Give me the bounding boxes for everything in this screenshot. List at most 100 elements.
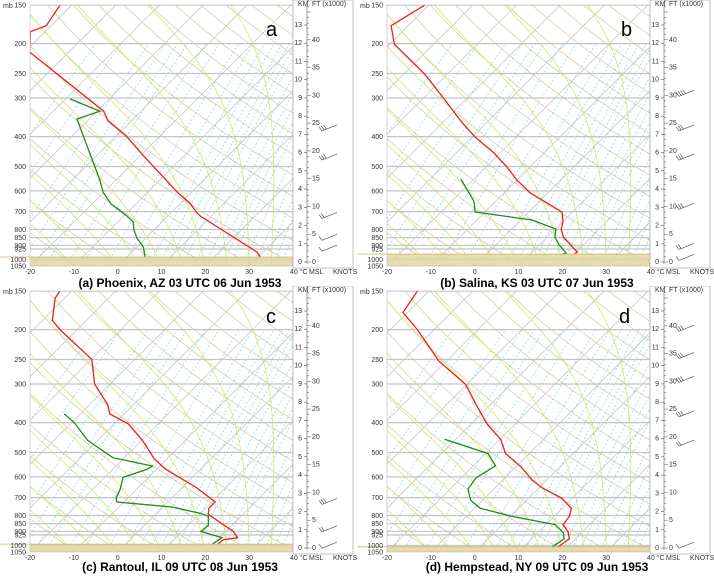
plot-area xyxy=(30,291,293,552)
mixing-ratio-line xyxy=(221,120,293,266)
panel-caption: (a) Phoenix, AZ 03 UTC 06 Jun 1953 xyxy=(79,276,282,290)
pressure-tick-label: 300 xyxy=(14,95,26,102)
km-tick-label: 12 xyxy=(294,40,302,47)
temperature-tick-label: 20 xyxy=(558,555,566,562)
mixing-ratio-line xyxy=(387,43,453,135)
barb-flag xyxy=(675,378,680,383)
barb-flag xyxy=(318,246,323,252)
ft-tick-label: 40 xyxy=(312,323,320,330)
ft-tick-label: 30 xyxy=(669,92,677,99)
mixing-ratio-line xyxy=(599,157,650,266)
isotherm-line xyxy=(30,5,204,179)
km-tick-label: 5 xyxy=(298,454,302,461)
km-tick-label: 13 xyxy=(294,308,302,315)
isotherm-line xyxy=(387,291,561,465)
mixing-ratio-line xyxy=(157,329,283,552)
barb-staff xyxy=(678,124,695,132)
km-tick-label: 5 xyxy=(655,454,659,461)
pressure-tick-label: 900 xyxy=(371,529,383,536)
isotherm-line xyxy=(387,5,561,179)
km-tick-label: 6 xyxy=(298,150,302,157)
pressure-tick-label: 800 xyxy=(14,513,26,520)
ft-tick-label: 40 xyxy=(669,37,677,44)
pressure-tick-label: 500 xyxy=(371,450,383,457)
ft-tick-label: 0 xyxy=(312,259,316,266)
mixing-ratio-line xyxy=(263,484,293,552)
ft-axis-label: FT (x1000) xyxy=(669,287,703,294)
mixing-ratio-line xyxy=(637,520,650,552)
mixing-ratio-line xyxy=(30,43,96,135)
wind-barb xyxy=(675,352,695,359)
km-tick-label: 12 xyxy=(651,326,659,333)
ground-band xyxy=(387,546,650,552)
barb-flag xyxy=(680,410,684,416)
knots-label: KNOTS xyxy=(333,269,357,276)
dewpoint-trace xyxy=(63,413,224,546)
km-tick-label: 8 xyxy=(298,399,302,406)
pressure-tick-label: 1000 xyxy=(10,543,26,550)
isotherm-line xyxy=(73,332,293,552)
isotherm-line xyxy=(430,332,650,552)
barb-staff xyxy=(321,153,338,161)
wind-barb xyxy=(675,439,695,447)
barb-flag xyxy=(318,126,323,132)
barb-flag xyxy=(677,125,682,131)
mixing-ratio-line xyxy=(229,419,293,552)
isotherm-line xyxy=(30,291,248,509)
knots-label: KNOTS xyxy=(333,555,357,562)
dry-adiabat-line xyxy=(710,5,714,266)
ft-tick-label: 15 xyxy=(669,176,677,183)
pressure-tick-label: 250 xyxy=(14,357,26,364)
km-tick-label: 8 xyxy=(655,399,659,406)
km-tick-label: 2 xyxy=(655,509,659,516)
wind-barb xyxy=(318,498,338,505)
km-tick-label: 8 xyxy=(298,113,302,120)
km-tick-label: 1 xyxy=(655,527,659,534)
isotherm-line xyxy=(474,90,650,266)
pressure-tick-label: 150 xyxy=(14,3,26,10)
mixing-ratio-line xyxy=(586,133,650,266)
barb-staff xyxy=(678,153,695,161)
mixing-ratio-line xyxy=(122,329,254,552)
mixing-ratio-line xyxy=(479,329,611,552)
mixing-ratio-line xyxy=(586,419,650,552)
mixing-ratio-line xyxy=(204,378,293,552)
pressure-tick-label: 500 xyxy=(14,450,26,457)
pressure-tick-label: 150 xyxy=(371,3,383,10)
km-tick-label: 10 xyxy=(651,77,659,84)
pressure-tick-label: 400 xyxy=(371,134,383,141)
mixing-ratio-line xyxy=(462,329,597,552)
pressure-tick-label: 200 xyxy=(14,327,26,334)
isotherm-line xyxy=(387,5,649,266)
ft-tick-label: 35 xyxy=(312,351,320,358)
barb-flag xyxy=(675,412,680,418)
barb-staff xyxy=(321,244,338,252)
barb-flag xyxy=(318,155,323,161)
km-tick-label: 2 xyxy=(298,223,302,230)
km-tick-label: 9 xyxy=(655,95,659,102)
km-axis-label: KM xyxy=(655,1,666,8)
ft-tick-label: 25 xyxy=(669,120,677,127)
barb-flag xyxy=(677,244,682,249)
mixing-ratio-line xyxy=(174,334,293,552)
wind-barb xyxy=(675,124,695,132)
mixing-ratio-line xyxy=(66,329,207,552)
mixing-ratio-line xyxy=(462,43,597,266)
ft-tick-label: 10 xyxy=(669,203,677,210)
mixing-ratio-line xyxy=(423,43,564,266)
dry-adiabat-line xyxy=(710,291,714,552)
mixing-ratio-line xyxy=(493,329,622,552)
temperature-trace xyxy=(390,5,579,255)
barb-flag xyxy=(323,124,327,130)
ft-tick-label: 0 xyxy=(312,545,316,552)
km-tick-label: 7 xyxy=(298,131,302,138)
pressure-tick-label: 1000 xyxy=(367,543,383,550)
ft-tick-label: 5 xyxy=(669,231,673,238)
km-tick-label: 11 xyxy=(295,58,302,65)
msl-label: MSL xyxy=(309,555,324,562)
ft-tick-label: 5 xyxy=(312,517,316,524)
barb-flag xyxy=(680,376,684,381)
ft-tick-label: 25 xyxy=(312,406,320,413)
pressure-tick-label: 700 xyxy=(14,209,26,216)
mixing-ratio-line xyxy=(531,48,650,266)
